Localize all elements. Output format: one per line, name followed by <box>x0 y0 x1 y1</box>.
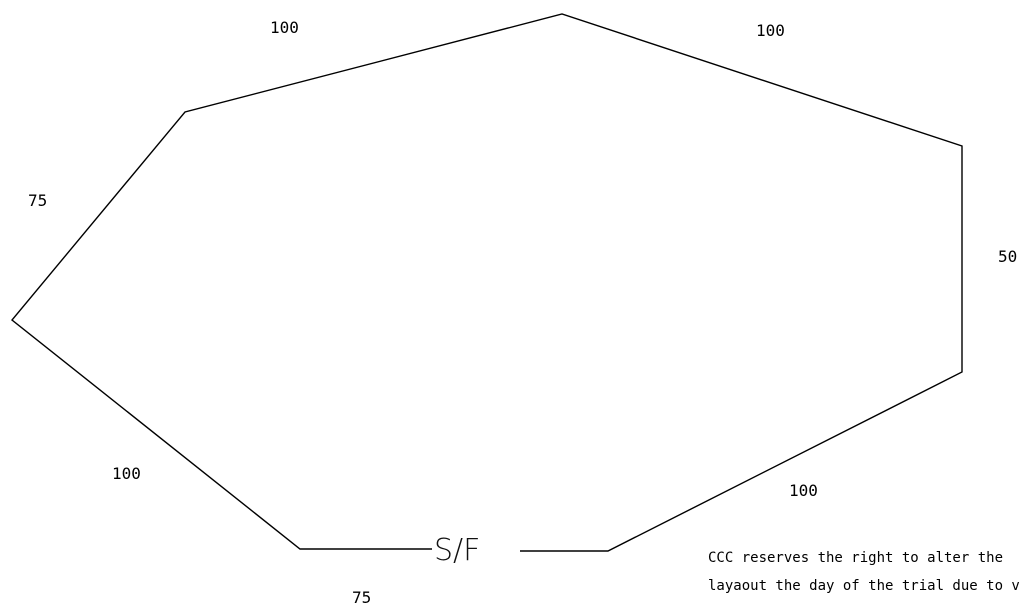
disclaimer-note: CCC reserves the right to alter the laya… <box>708 544 1026 600</box>
start-finish-label: S/F <box>434 533 480 568</box>
segment-label-upper-left: 75 <box>28 191 47 210</box>
segment-label-right: 50 <box>998 247 1017 266</box>
segment-label-top-right: 100 <box>756 21 785 40</box>
segment-label-lower-left: 100 <box>112 464 141 483</box>
disclaimer-line-1: CCC reserves the right to alter the <box>708 550 1004 566</box>
disclaimer-line-2: layaout the day of the trial due to v <box>708 578 1020 594</box>
segment-label-lower-right: 100 <box>789 481 818 500</box>
course-outline-left <box>11 13 963 552</box>
segment-label-bottom: 75 <box>352 588 371 607</box>
segment-label-top-left: 100 <box>270 18 299 37</box>
